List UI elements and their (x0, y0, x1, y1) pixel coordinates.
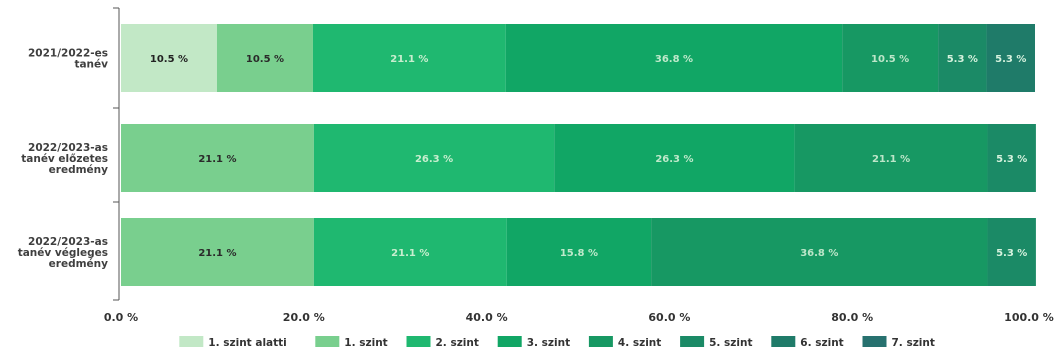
x-tick-label: 40.0 % (466, 311, 508, 324)
data-label: 21.1 % (198, 248, 236, 259)
legend-label: 2. szint (436, 337, 479, 349)
data-label: 21.1 % (198, 154, 236, 165)
legend[interactable]: 1. szint alatti 1. szint 2. szint 3. szint 4… (179, 336, 935, 349)
data-label: 36.8 % (655, 54, 693, 65)
legend-item[interactable]: 6. szint (771, 336, 844, 349)
legend-item[interactable]: 3. szint (497, 336, 570, 349)
legend-swatch (862, 336, 887, 347)
legend-item[interactable]: 5. szint (680, 336, 753, 349)
legend-swatch (406, 336, 431, 347)
legend-item[interactable]: 1. szint (315, 336, 388, 349)
bar-segment (312, 24, 506, 92)
legend-label: 6. szint (800, 337, 843, 349)
x-tick-label: 80.0 % (831, 311, 873, 324)
category-label: eredmény (49, 258, 108, 270)
bar-segment (987, 218, 1036, 286)
bar-segment (313, 218, 507, 286)
x-tick-label: 60.0 % (648, 311, 690, 324)
bar-segment (987, 124, 1036, 192)
legend-item[interactable]: 2. szint (406, 336, 479, 349)
data-label: 5.3 % (996, 248, 1027, 259)
x-axis-ticks: 0.0 % 20.0 % 40.0 % 60.0 % 80.0 % 100.0 % (104, 311, 1054, 324)
bars: 10.5 % 10.5 % 21.1 % 36.8 % 10.5 % 5.3 % 5.3 %… (121, 24, 1036, 286)
legend-swatch (771, 336, 796, 347)
legend-swatch (588, 336, 613, 347)
bar-segment (842, 24, 939, 92)
x-tick-label: 20.0 % (283, 311, 325, 324)
data-label: 26.3 % (655, 154, 693, 165)
legend-swatch (497, 336, 522, 347)
legend-item[interactable]: 1. szint alatti (179, 336, 287, 349)
bar-segment (121, 24, 217, 92)
data-label: 10.5 % (246, 54, 284, 65)
category-label: 2022/2023-as (28, 142, 108, 154)
data-label: 15.8 % (560, 248, 598, 259)
bar-segment (938, 24, 987, 92)
data-label: 21.1 % (391, 248, 429, 259)
data-label: 26.3 % (415, 154, 453, 165)
data-label: 5.3 % (995, 54, 1026, 65)
bar-segment (506, 218, 652, 286)
bar-segment (986, 24, 1035, 92)
legend-item[interactable]: 7. szint (862, 336, 935, 349)
data-label: 21.1 % (390, 54, 428, 65)
category-label: 2022/2023-as (28, 236, 108, 248)
data-label: 10.5 % (871, 54, 909, 65)
category-label: tanév végleges (18, 247, 108, 259)
bar-segment (794, 124, 988, 192)
legend-label: 4. szint (618, 337, 661, 349)
data-label: 5.3 % (947, 54, 978, 65)
bar-segment (121, 218, 314, 286)
bar-segment (505, 24, 843, 92)
data-label: 5.3 % (996, 154, 1027, 165)
legend-item[interactable]: 4. szint (588, 336, 661, 349)
data-label: 10.5 % (150, 54, 188, 65)
legend-swatch (179, 336, 204, 347)
category-label: eredmény (49, 164, 108, 176)
x-tick-label: 100.0 % (1004, 311, 1054, 324)
bar-segment (121, 124, 314, 192)
y-axis (113, 7, 120, 301)
legend-label: 7. szint (892, 337, 935, 349)
bar-segment (313, 124, 555, 192)
legend-swatch (680, 336, 705, 347)
data-label: 36.8 % (800, 248, 838, 259)
legend-label: 1. szint (344, 337, 387, 349)
legend-label: 1. szint alatti (208, 337, 286, 349)
category-label: tanév (74, 59, 108, 71)
legend-label: 3. szint (527, 337, 570, 349)
bar-segment (554, 124, 795, 192)
bar-segment (216, 24, 313, 92)
category-label: tanév előzetes (21, 153, 108, 165)
category-label: 2021/2022-es (28, 48, 108, 60)
legend-label: 5. szint (709, 337, 752, 349)
legend-swatch (315, 336, 340, 347)
x-tick-label: 0.0 % (104, 311, 138, 324)
data-label: 21.1 % (872, 154, 910, 165)
bar-segment (651, 218, 988, 286)
